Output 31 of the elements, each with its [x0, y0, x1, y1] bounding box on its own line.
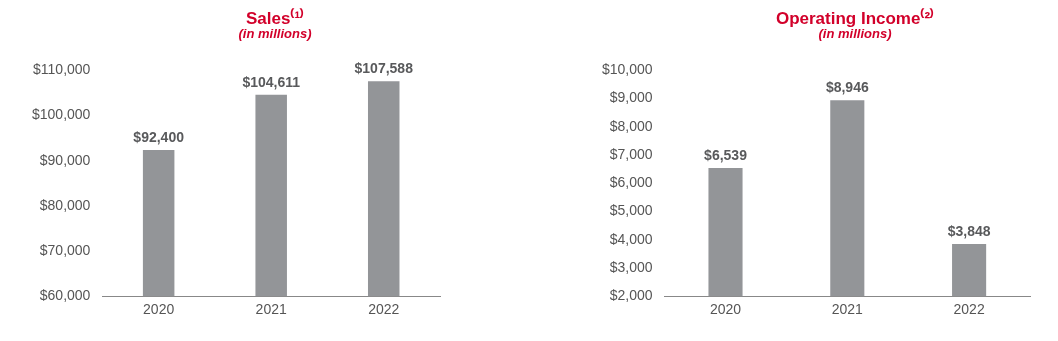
y-tick-label: $60,000 — [39, 287, 91, 304]
y-tick-label: $2,000 — [609, 287, 653, 304]
data-label: $107,588 — [354, 60, 414, 77]
x-tick-label: 2022 — [953, 301, 985, 318]
y-tick-label: $4,000 — [609, 230, 653, 247]
data-label: $92,400 — [133, 128, 185, 145]
y-tick-label: $110,000 — [33, 61, 91, 78]
chart-title: Operating Income⁽²⁾ — [774, 7, 936, 29]
y-tick-label: $100,000 — [31, 106, 91, 123]
chart-subtitle: (in millions) — [818, 26, 893, 41]
y-tick-label: $7,000 — [609, 145, 653, 162]
chart-subtitle: (in millions) — [237, 26, 313, 41]
data-label: $8,946 — [825, 79, 869, 96]
x-tick-label: 2022 — [368, 301, 400, 318]
data-label: $3,848 — [947, 222, 991, 239]
x-tick-label: 2020 — [709, 301, 742, 318]
y-tick-label: $8,000 — [609, 117, 653, 134]
x-tick-label: 2020 — [143, 301, 175, 318]
y-tick-label: $80,000 — [39, 196, 91, 213]
data-label: $6,539 — [704, 146, 748, 163]
y-tick-label: $90,000 — [39, 151, 91, 168]
y-tick-label: $6,000 — [609, 174, 653, 191]
x-tick-label: 2021 — [831, 301, 864, 318]
y-tick-label: $5,000 — [609, 202, 653, 219]
y-tick-label: $10,000 — [602, 61, 653, 78]
y-tick-label: $70,000 — [39, 241, 91, 258]
x-tick-label: 2021 — [255, 301, 287, 318]
y-tick-label: $9,000 — [609, 89, 653, 106]
data-label: $104,611 — [242, 73, 301, 90]
y-tick-label: $3,000 — [609, 258, 653, 275]
chart-title: Sales⁽¹⁾ — [244, 7, 306, 29]
